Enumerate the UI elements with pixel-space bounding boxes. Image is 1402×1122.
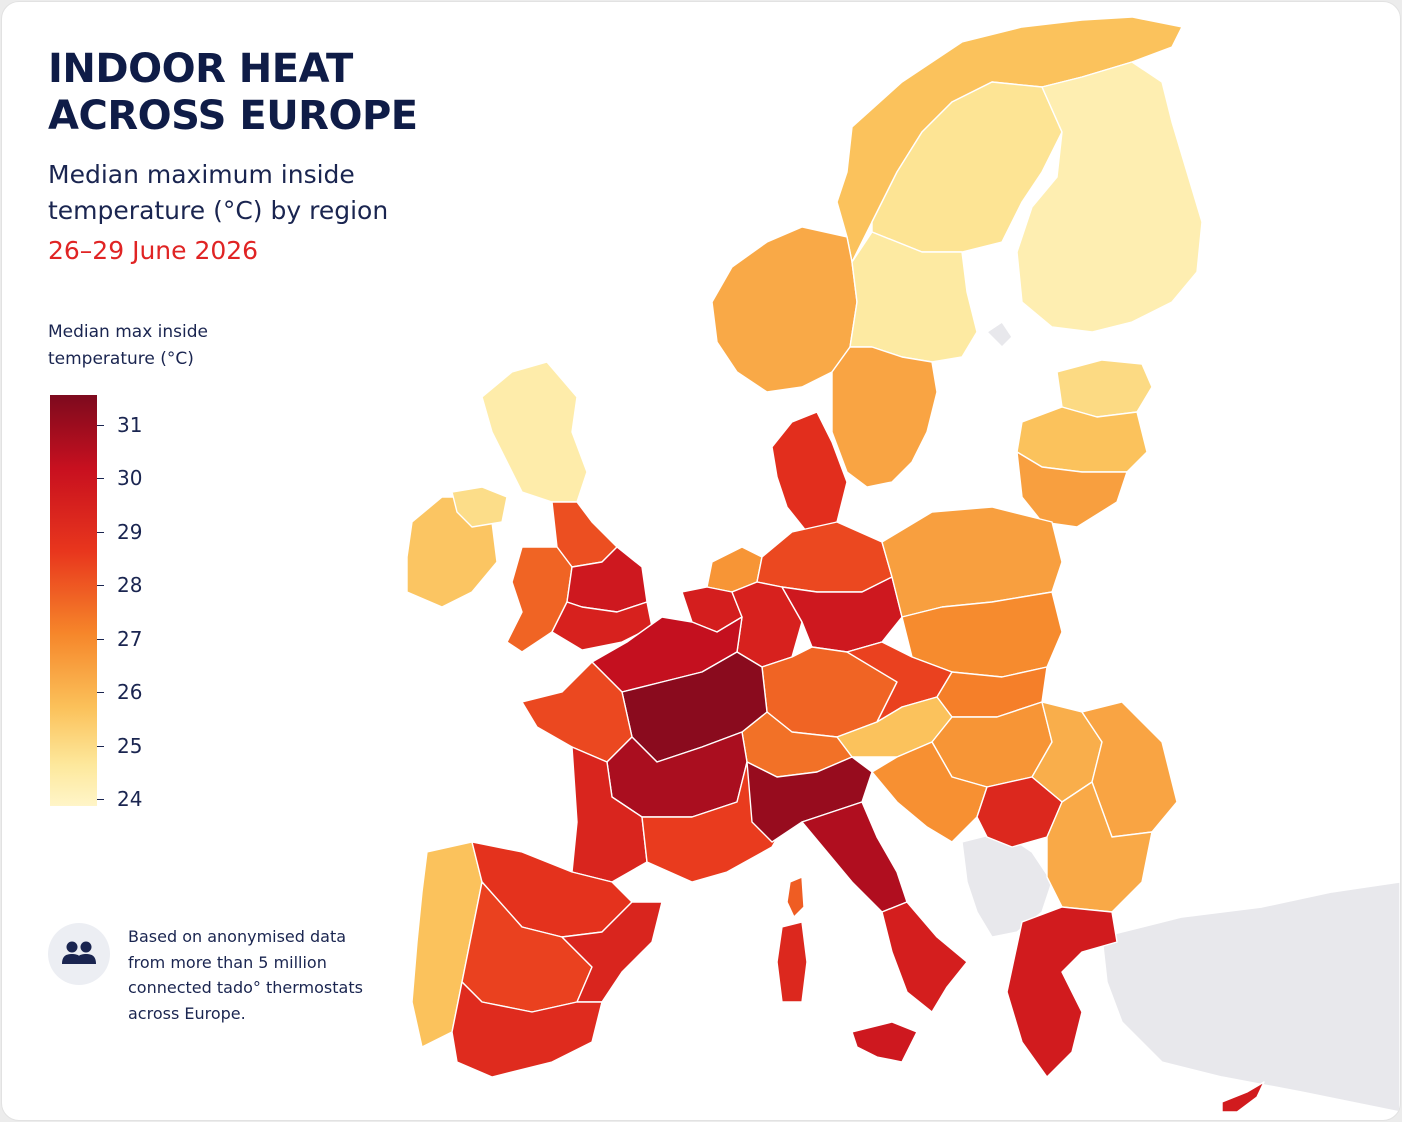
- legend-tick-mark: [97, 745, 104, 747]
- region-estonia: [1056, 359, 1153, 418]
- legend-tick-mark: [97, 638, 104, 640]
- legend-tick-label: 27: [117, 626, 143, 651]
- region-italy-central: [801, 801, 908, 913]
- legend-tick-mark: [97, 585, 104, 587]
- region-spain-east: [561, 901, 663, 1003]
- legend-tick-label: 29: [117, 519, 143, 544]
- legend-tick-mark: [97, 425, 104, 426]
- legend-tick-label: 24: [117, 787, 143, 811]
- legend-tick-label: 28: [117, 573, 143, 598]
- region-lithuania: [1016, 451, 1128, 528]
- people-icon: [48, 923, 110, 985]
- region-corsica: [786, 876, 805, 918]
- subtitle: Median maximum inside temperature (°C) b…: [48, 160, 389, 225]
- region-sweden-central: [849, 231, 978, 363]
- legend-color-bar: [50, 395, 97, 806]
- region-finland: [1016, 61, 1203, 333]
- region-sicily: [851, 1021, 918, 1063]
- region-greece: [1006, 906, 1118, 1078]
- legend-tick-label: 31: [117, 413, 143, 437]
- region-scotland: [481, 361, 588, 503]
- region-germany-east: [781, 576, 903, 653]
- region-sardinia: [776, 921, 808, 1003]
- region-bulgaria: [1046, 781, 1153, 913]
- title-line-1: INDOOR HEAT: [48, 46, 353, 92]
- legend-tick-label: 26: [117, 680, 143, 705]
- date-range: 26–29 June 2026: [48, 236, 259, 265]
- belarus-no-data: [986, 321, 1013, 348]
- region-northern-ireland: [451, 486, 508, 528]
- legend-tick-mark: [97, 692, 104, 694]
- legend-title: Median max inside temperature (°C): [48, 322, 209, 369]
- turkey-no-data: [1101, 881, 1400, 1113]
- page-title: INDOOR HEAT ACROSS EUROPE: [48, 46, 418, 140]
- legend-tick-mark: [97, 531, 104, 533]
- data-source-note: Based on anonymised data from more than …: [128, 927, 363, 1023]
- region-cyprus: [1221, 1081, 1265, 1113]
- region-italy-south: [881, 901, 968, 1013]
- legend-tick-label: 25: [117, 733, 143, 758]
- title-line-2: ACROSS EUROPE: [48, 93, 418, 139]
- legend-tick-mark: [97, 478, 104, 480]
- region-germany-north: [756, 521, 893, 593]
- region-latvia: [1016, 406, 1148, 473]
- region-sweden-south: [831, 346, 938, 488]
- region-wales: [506, 546, 573, 653]
- legend-tick-mark: [97, 799, 104, 800]
- legend-tick-label: 30: [117, 466, 143, 491]
- region-denmark: [771, 411, 848, 533]
- region-spain-south: [451, 981, 603, 1078]
